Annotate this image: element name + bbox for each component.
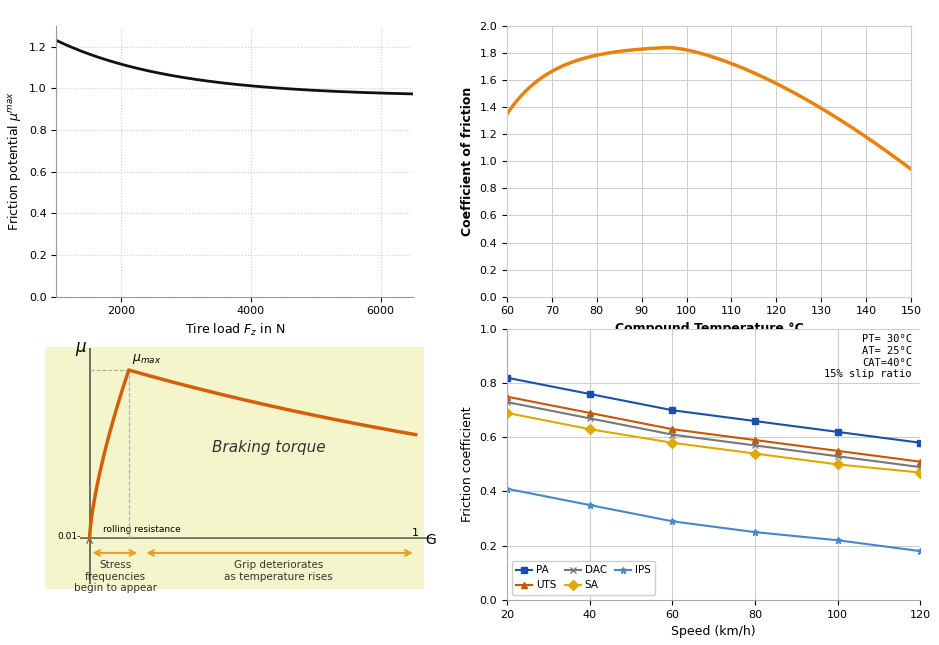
DAC — [915, 463, 926, 471]
IPS — [832, 537, 843, 544]
IPS — [667, 517, 678, 525]
DAC — [832, 452, 843, 460]
SA — [915, 469, 926, 477]
SA — [584, 425, 595, 433]
Text: $\mu_{max}$: $\mu_{max}$ — [132, 352, 162, 366]
UTS — [667, 425, 678, 433]
IPS — [915, 547, 926, 555]
Legend: PA, UTS, DAC, SA, IPS: PA, UTS, DAC, SA, IPS — [513, 561, 655, 595]
X-axis label: Compound Temperature °C: Compound Temperature °C — [614, 322, 804, 335]
Text: Braking torque: Braking torque — [212, 441, 326, 455]
Text: rolling resistance: rolling resistance — [102, 526, 180, 535]
PA — [832, 428, 843, 436]
UTS — [832, 447, 843, 455]
PA — [501, 374, 513, 382]
Text: 0.01-: 0.01- — [57, 532, 81, 541]
Line: UTS: UTS — [503, 393, 924, 465]
Line: PA: PA — [503, 374, 924, 446]
Line: DAC: DAC — [503, 399, 924, 471]
UTS — [749, 436, 761, 444]
SA — [501, 409, 513, 417]
SA — [832, 461, 843, 468]
Text: Grip deteriorates
as temperature rises: Grip deteriorates as temperature rises — [224, 560, 333, 582]
Line: SA: SA — [503, 410, 924, 476]
IPS — [501, 485, 513, 493]
UTS — [915, 458, 926, 466]
Text: Stress
frequencies
begin to appear: Stress frequencies begin to appear — [74, 560, 157, 593]
PA — [749, 417, 761, 425]
IPS — [584, 501, 595, 509]
Line: IPS: IPS — [503, 485, 924, 555]
Y-axis label: Friction coefficient: Friction coefficient — [461, 406, 474, 522]
SA — [667, 439, 678, 446]
DAC — [667, 431, 678, 439]
Text: PT= 30°C
AT= 25°C
CAT=40°C
15% slip ratio: PT= 30°C AT= 25°C CAT=40°C 15% slip rati… — [824, 334, 912, 379]
SA — [749, 450, 761, 457]
Text: 1: 1 — [412, 528, 419, 538]
DAC — [749, 442, 761, 450]
FancyBboxPatch shape — [45, 347, 424, 590]
UTS — [501, 393, 513, 401]
PA — [584, 390, 595, 398]
Text: $\mu$: $\mu$ — [75, 340, 87, 358]
PA — [667, 406, 678, 414]
DAC — [501, 398, 513, 406]
PA — [915, 439, 926, 446]
Text: G: G — [425, 533, 437, 547]
UTS — [584, 409, 595, 417]
Y-axis label: Coefficient of friction: Coefficient of friction — [461, 86, 474, 236]
X-axis label: Speed (km/h): Speed (km/h) — [671, 625, 756, 638]
Y-axis label: Friction potential $\mu^{max}$: Friction potential $\mu^{max}$ — [7, 92, 23, 231]
DAC — [584, 415, 595, 422]
X-axis label: Tire load $F_z$ in N: Tire load $F_z$ in N — [185, 322, 285, 338]
IPS — [749, 528, 761, 536]
